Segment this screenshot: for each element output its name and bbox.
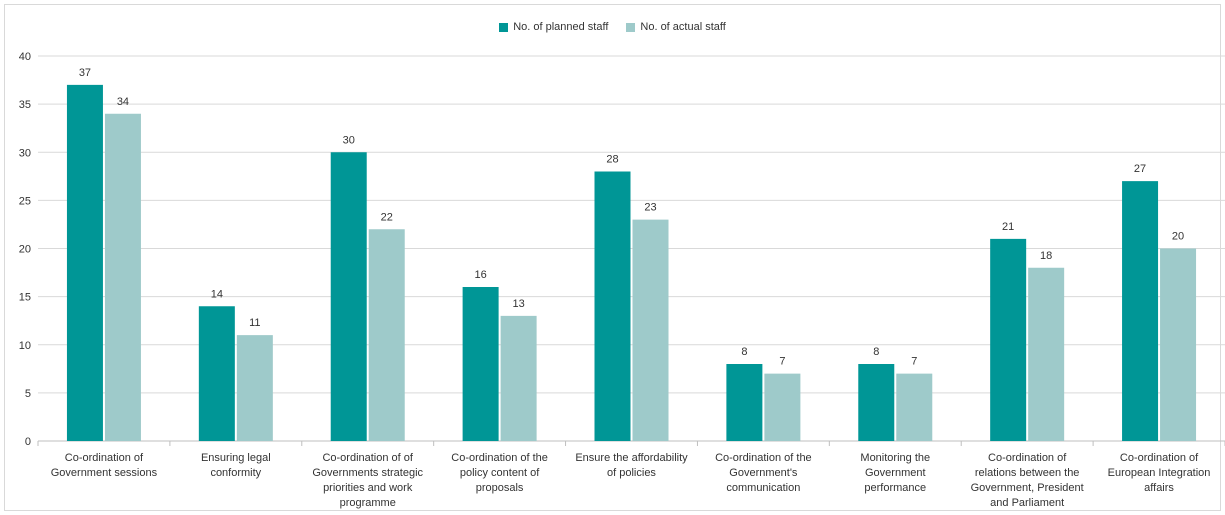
bar-actual — [236, 335, 273, 441]
x-category-label: Co-ordination of the policy content of p… — [451, 452, 548, 494]
legend-item-actual: No. of actual staff — [626, 21, 726, 33]
legend-label-actual: No. of actual staff — [640, 21, 726, 33]
data-label-actual: 7 — [779, 356, 785, 368]
bar-actual — [104, 113, 141, 441]
y-tick-label: 0 — [25, 436, 31, 448]
data-label-actual: 23 — [644, 202, 656, 214]
legend-swatch-actual — [626, 22, 636, 32]
data-label-actual: 11 — [249, 317, 260, 329]
data-label-actual: 13 — [512, 298, 524, 310]
data-label-actual: 22 — [381, 211, 393, 223]
bar-planned — [198, 306, 235, 441]
data-label-planned: 8 — [873, 346, 879, 358]
bar-planned — [594, 171, 631, 441]
legend-item-planned: No. of planned staff — [499, 21, 608, 33]
x-category-label: Ensure the affordability of policies — [575, 452, 688, 479]
bar-actual — [500, 315, 537, 441]
y-tick-label: 10 — [19, 340, 31, 352]
x-category-label: Monitoring the Government performance — [860, 452, 931, 494]
data-label-planned: 16 — [474, 269, 486, 281]
bar-actual — [764, 373, 801, 441]
data-label-planned: 14 — [211, 288, 223, 300]
data-label-actual: 18 — [1040, 250, 1052, 262]
x-category-label: Ensuring legal conformity — [200, 452, 271, 479]
legend-swatch-planned — [499, 22, 509, 32]
x-category-label: Co-ordination of European Integration af… — [1107, 452, 1211, 494]
y-tick-label: 30 — [19, 147, 31, 159]
data-label-actual: 7 — [911, 356, 917, 368]
x-category-label: Co-ordination of of Governments strategi… — [312, 452, 424, 509]
bar-planned — [330, 152, 367, 441]
y-tick-label: 35 — [19, 99, 31, 111]
bar-planned — [990, 238, 1027, 441]
y-tick-label: 20 — [19, 244, 31, 256]
bar-actual — [1028, 267, 1065, 441]
bar-actual — [896, 373, 933, 441]
bar-planned — [726, 364, 763, 441]
data-label-planned: 37 — [79, 67, 91, 79]
x-category-label: Co-ordination of the Government's commun… — [715, 452, 812, 494]
x-category-label: Co-ordination of relations between the G… — [970, 452, 1084, 509]
data-label-planned: 28 — [606, 154, 618, 166]
legend: No. of planned staff No. of actual staff — [0, 21, 1225, 33]
data-label-planned: 30 — [343, 134, 355, 146]
data-label-actual: 20 — [1172, 231, 1184, 243]
x-category-label: Co-ordination of Government sessions — [50, 452, 158, 479]
data-label-planned: 21 — [1002, 221, 1014, 233]
bar-actual — [632, 219, 669, 441]
y-tick-label: 25 — [19, 195, 31, 207]
bar-planned — [462, 287, 499, 441]
bar-planned — [66, 84, 103, 441]
data-label-actual: 34 — [117, 96, 129, 108]
bar-planned — [858, 364, 895, 441]
legend-label-planned: No. of planned staff — [513, 21, 609, 33]
bar-planned — [1122, 181, 1159, 441]
y-tick-label: 5 — [25, 388, 31, 400]
data-label-planned: 8 — [741, 346, 747, 358]
bar-actual — [368, 229, 405, 441]
y-tick-label: 15 — [19, 292, 31, 304]
bar-actual — [1160, 248, 1197, 441]
y-tick-label: 40 — [19, 51, 31, 63]
data-label-planned: 27 — [1134, 163, 1146, 175]
